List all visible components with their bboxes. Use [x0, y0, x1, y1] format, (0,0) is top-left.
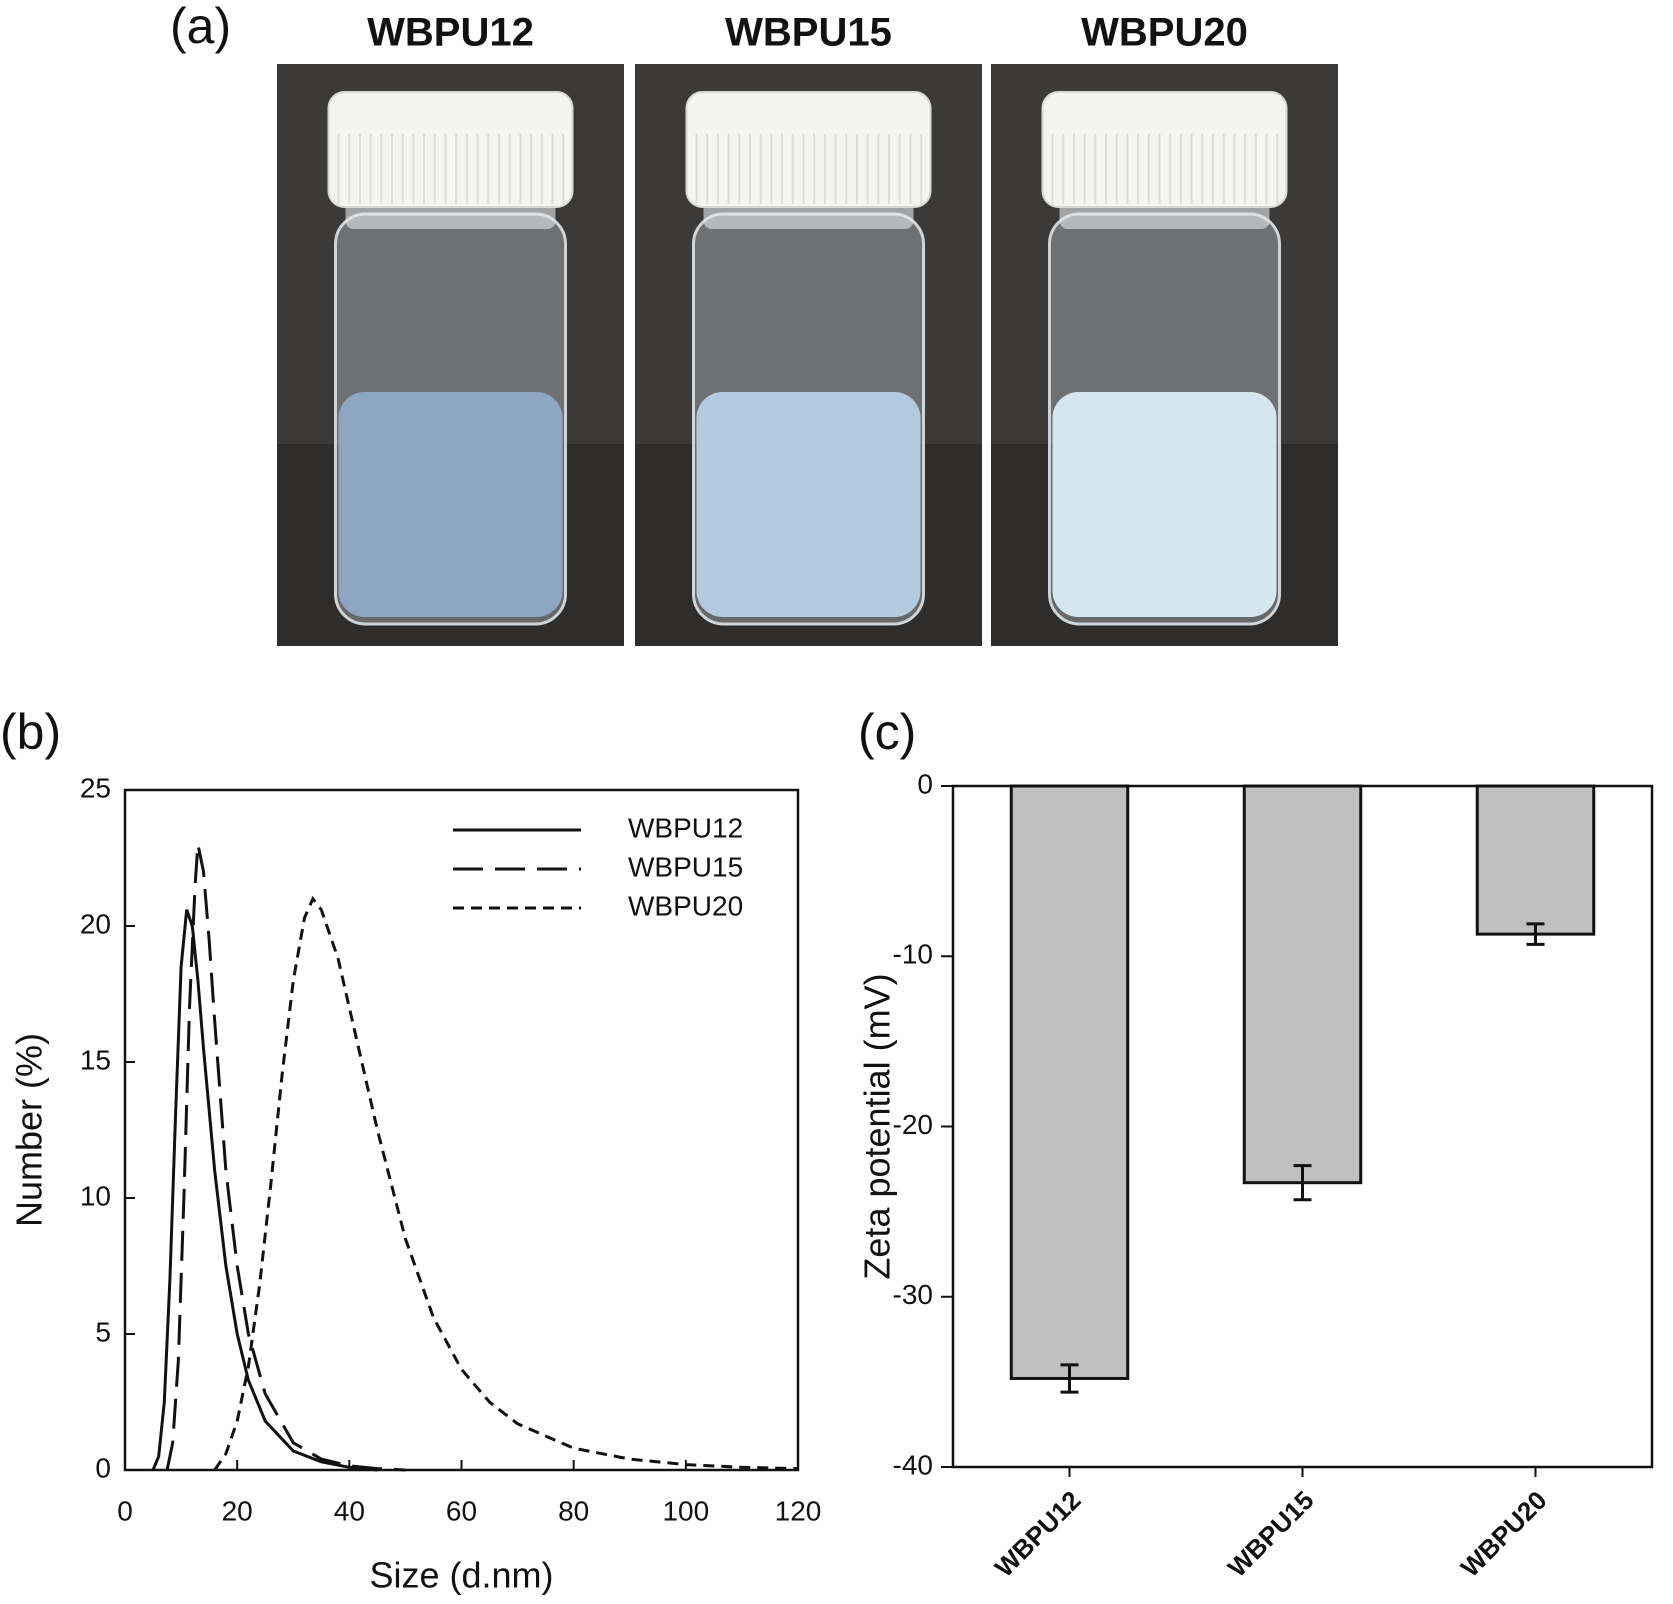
x-tick-label: WBPU20 — [1455, 1485, 1553, 1583]
bar — [1475, 784, 1596, 936]
sample-label: WBPU15 — [725, 11, 892, 55]
y-tick-label: 20 — [80, 908, 111, 939]
x-tick-label: 60 — [446, 1495, 477, 1526]
y-axis-title: Zeta potential (mV) — [857, 973, 898, 1279]
panel-label: (b) — [0, 704, 61, 760]
line-series — [151, 909, 378, 1472]
bar — [1242, 784, 1363, 1185]
vial-cap — [327, 91, 574, 208]
vial-liquid — [696, 392, 921, 617]
vial-liquid — [338, 392, 563, 617]
sample-label: WBPU20 — [1081, 11, 1248, 55]
legend-label: WBPU20 — [628, 890, 743, 921]
bar — [1009, 784, 1130, 1380]
legend-label: WBPU12 — [628, 812, 743, 843]
sample-label: WBPU12 — [367, 11, 534, 55]
y-tick-label: 25 — [80, 772, 111, 803]
error-bar — [1060, 1363, 1079, 1394]
error-bar — [1293, 1164, 1312, 1202]
line-series — [165, 844, 406, 1472]
panel-label: (a) — [170, 0, 231, 54]
x-tick-label: 120 — [775, 1495, 822, 1526]
y-tick-label: 5 — [95, 1316, 111, 1347]
error-bar — [1526, 922, 1545, 946]
x-tick-label: 40 — [334, 1495, 365, 1526]
y-tick-label: 0 — [917, 768, 933, 799]
x-axis-title: Size (d.nm) — [369, 1555, 553, 1596]
y-tick-label: -20 — [893, 1109, 933, 1140]
y-tick-label: 10 — [80, 1180, 111, 1211]
vial-cap — [685, 91, 932, 208]
x-tick-label: WBPU12 — [989, 1485, 1087, 1583]
vial-cap — [1041, 91, 1288, 208]
x-tick-label: 80 — [558, 1495, 589, 1526]
x-tick-label: 0 — [117, 1495, 133, 1526]
y-tick-label: 0 — [95, 1452, 111, 1483]
y-tick-label: -40 — [893, 1449, 933, 1480]
line-series — [213, 895, 799, 1471]
x-tick-label: 100 — [662, 1495, 709, 1526]
y-tick-label: -30 — [893, 1279, 933, 1310]
photo-panel — [277, 64, 1338, 646]
x-tick-label: WBPU15 — [1222, 1485, 1320, 1583]
y-tick-label: -10 — [893, 939, 933, 970]
y-axis-title: Number (%) — [9, 1033, 50, 1227]
vial-liquid — [1052, 392, 1277, 617]
panel-label: (c) — [858, 704, 916, 760]
y-tick-label: 15 — [80, 1044, 111, 1075]
legend-label: WBPU15 — [628, 851, 743, 882]
x-tick-label: 20 — [222, 1495, 253, 1526]
